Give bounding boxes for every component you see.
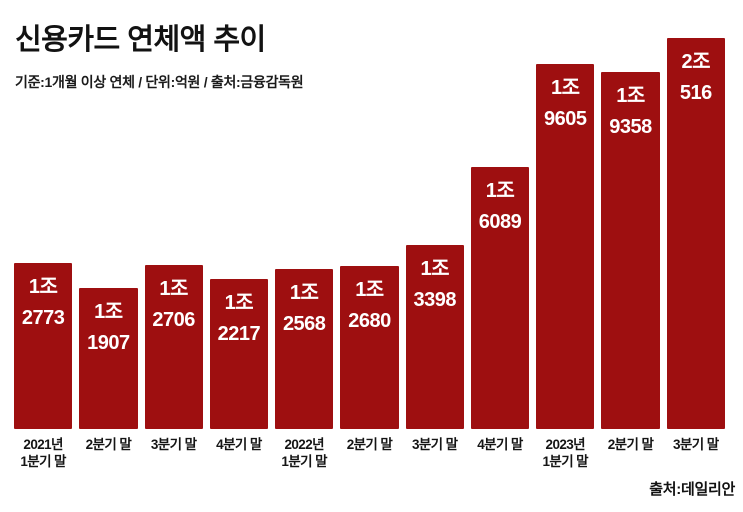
chart-subtitle: 기준:1개월 이상 연체 / 단위:억원 / 출처:금융감독원 bbox=[15, 74, 304, 90]
x-axis-tick-label: 3분기 말 bbox=[411, 437, 458, 452]
bar-value-label: 1조 9358 bbox=[609, 85, 652, 138]
bar-value-label: 1조 2706 bbox=[152, 278, 195, 331]
bar: 1조 9358 bbox=[601, 72, 660, 429]
bar-value-label: 1조 1907 bbox=[87, 301, 130, 354]
bar: 1조 2217 bbox=[209, 279, 269, 429]
bar-value-label: 1조 2217 bbox=[217, 292, 261, 345]
x-axis-tick-label: 2023년 1분기 말 bbox=[542, 437, 589, 469]
bar-value-label: 1조 6089 bbox=[478, 180, 522, 233]
bar: 1조 2568 bbox=[275, 269, 334, 429]
x-axis-tick-label: 2분기 말 bbox=[346, 437, 393, 452]
bar: 1조 9605 bbox=[536, 64, 595, 429]
x-axis-tick-label: 4분기 말 bbox=[477, 437, 523, 452]
x-axis-tick-label: 3분기 말 bbox=[150, 437, 197, 452]
bar-value-label: 2조 516 bbox=[679, 51, 712, 104]
bar-value-label: 1조 2568 bbox=[282, 282, 326, 335]
page-title: 신용카드 연체액 추이 bbox=[15, 24, 266, 56]
x-axis-tick-label: 3분기 말 bbox=[673, 437, 719, 452]
bar-plot-area: 1조 2773 1조 1907 1조 2706 1조 2217 1조 2568 1조 2680 1조 33… bbox=[14, 0, 725, 429]
chart-header: 신용카드 연체액 추이 기준:1개월 이상 연체 / 단위:억원 / 출처:금융… bbox=[15, 22, 304, 90]
x-axis-tick-label: 2021년 1분기 말 bbox=[20, 437, 66, 469]
bar: 2조 516 bbox=[666, 38, 725, 429]
bar: 1조 3398 bbox=[405, 245, 464, 429]
bar-value-label: 1조 3398 bbox=[413, 258, 456, 311]
bar-value-label: 1조 9605 bbox=[544, 77, 587, 130]
source-credit: 출처:데일리안 bbox=[649, 481, 735, 498]
bar: 1조 2680 bbox=[340, 266, 399, 429]
x-axis-tick-label: 4분기 말 bbox=[216, 437, 262, 452]
bar: 1조 2773 bbox=[14, 263, 73, 429]
bar: 1조 6089 bbox=[470, 167, 530, 429]
bar: 1조 1907 bbox=[79, 288, 138, 429]
x-axis-tick-label: 2분기 말 bbox=[607, 437, 654, 452]
x-axis-labels: 2021년 1분기 말 2분기 말 3분기 말 4분기 말 2022년 1분기 말 2분기 말… bbox=[14, 436, 725, 470]
x-axis-tick-label: 2분기 말 bbox=[85, 437, 132, 452]
bar: 1조 2706 bbox=[144, 265, 203, 429]
x-axis-tick-label: 2022년 1분기 말 bbox=[281, 437, 327, 469]
bar-value-label: 1조 2773 bbox=[21, 276, 65, 329]
bar-value-label: 1조 2680 bbox=[348, 279, 391, 332]
